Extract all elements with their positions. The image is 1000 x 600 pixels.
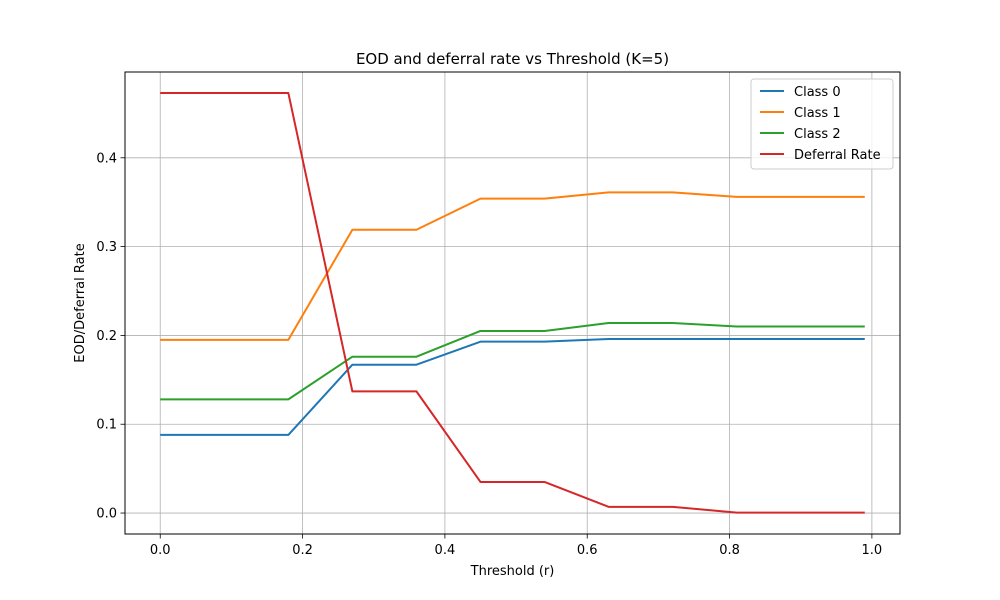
legend: Class 0 Class 1 Class 2 Deferral Rate	[750, 78, 894, 170]
y-tick-label: 0.4	[96, 151, 117, 166]
x-tick-label: 0.4	[435, 543, 456, 558]
series-line-class-2	[160, 321, 865, 401]
y-tick-label: 0.1	[96, 418, 117, 433]
x-tick-label: 0.2	[292, 543, 313, 558]
x-tick-label: 0.6	[577, 543, 598, 558]
y-tick-label: 0.0	[96, 507, 117, 522]
x-tick-label: 0.0	[150, 543, 171, 558]
axis-ticks: 0.0 0.2 0.4 0.6 0.8 1.0 0.0 0.1 0.2 0.3 0.4	[96, 151, 882, 558]
legend-label-class-0: Class 0	[794, 85, 841, 100]
plot-frame	[124, 71, 901, 535]
legend-label-class-2: Class 2	[794, 127, 841, 142]
x-tick-label: 1.0	[862, 543, 883, 558]
y-tick-label: 0.3	[96, 240, 117, 255]
series-line-deferral-rate	[160, 91, 865, 514]
y-axis-label: EOD/Deferral Rate	[73, 243, 88, 362]
chart-title: EOD and deferral rate vs Threshold (K=5)	[356, 50, 669, 68]
series-line-class-0	[160, 337, 865, 436]
y-tick-label: 0.2	[96, 329, 117, 344]
x-axis-label: Threshold (r)	[470, 564, 555, 579]
legend-box	[750, 78, 894, 170]
legend-label-deferral-rate: Deferral Rate	[794, 148, 881, 163]
series-line-class-1	[160, 191, 865, 341]
x-tick-label: 0.8	[719, 543, 740, 558]
legend-label-class-1: Class 1	[794, 106, 841, 121]
series-lines	[160, 91, 865, 514]
